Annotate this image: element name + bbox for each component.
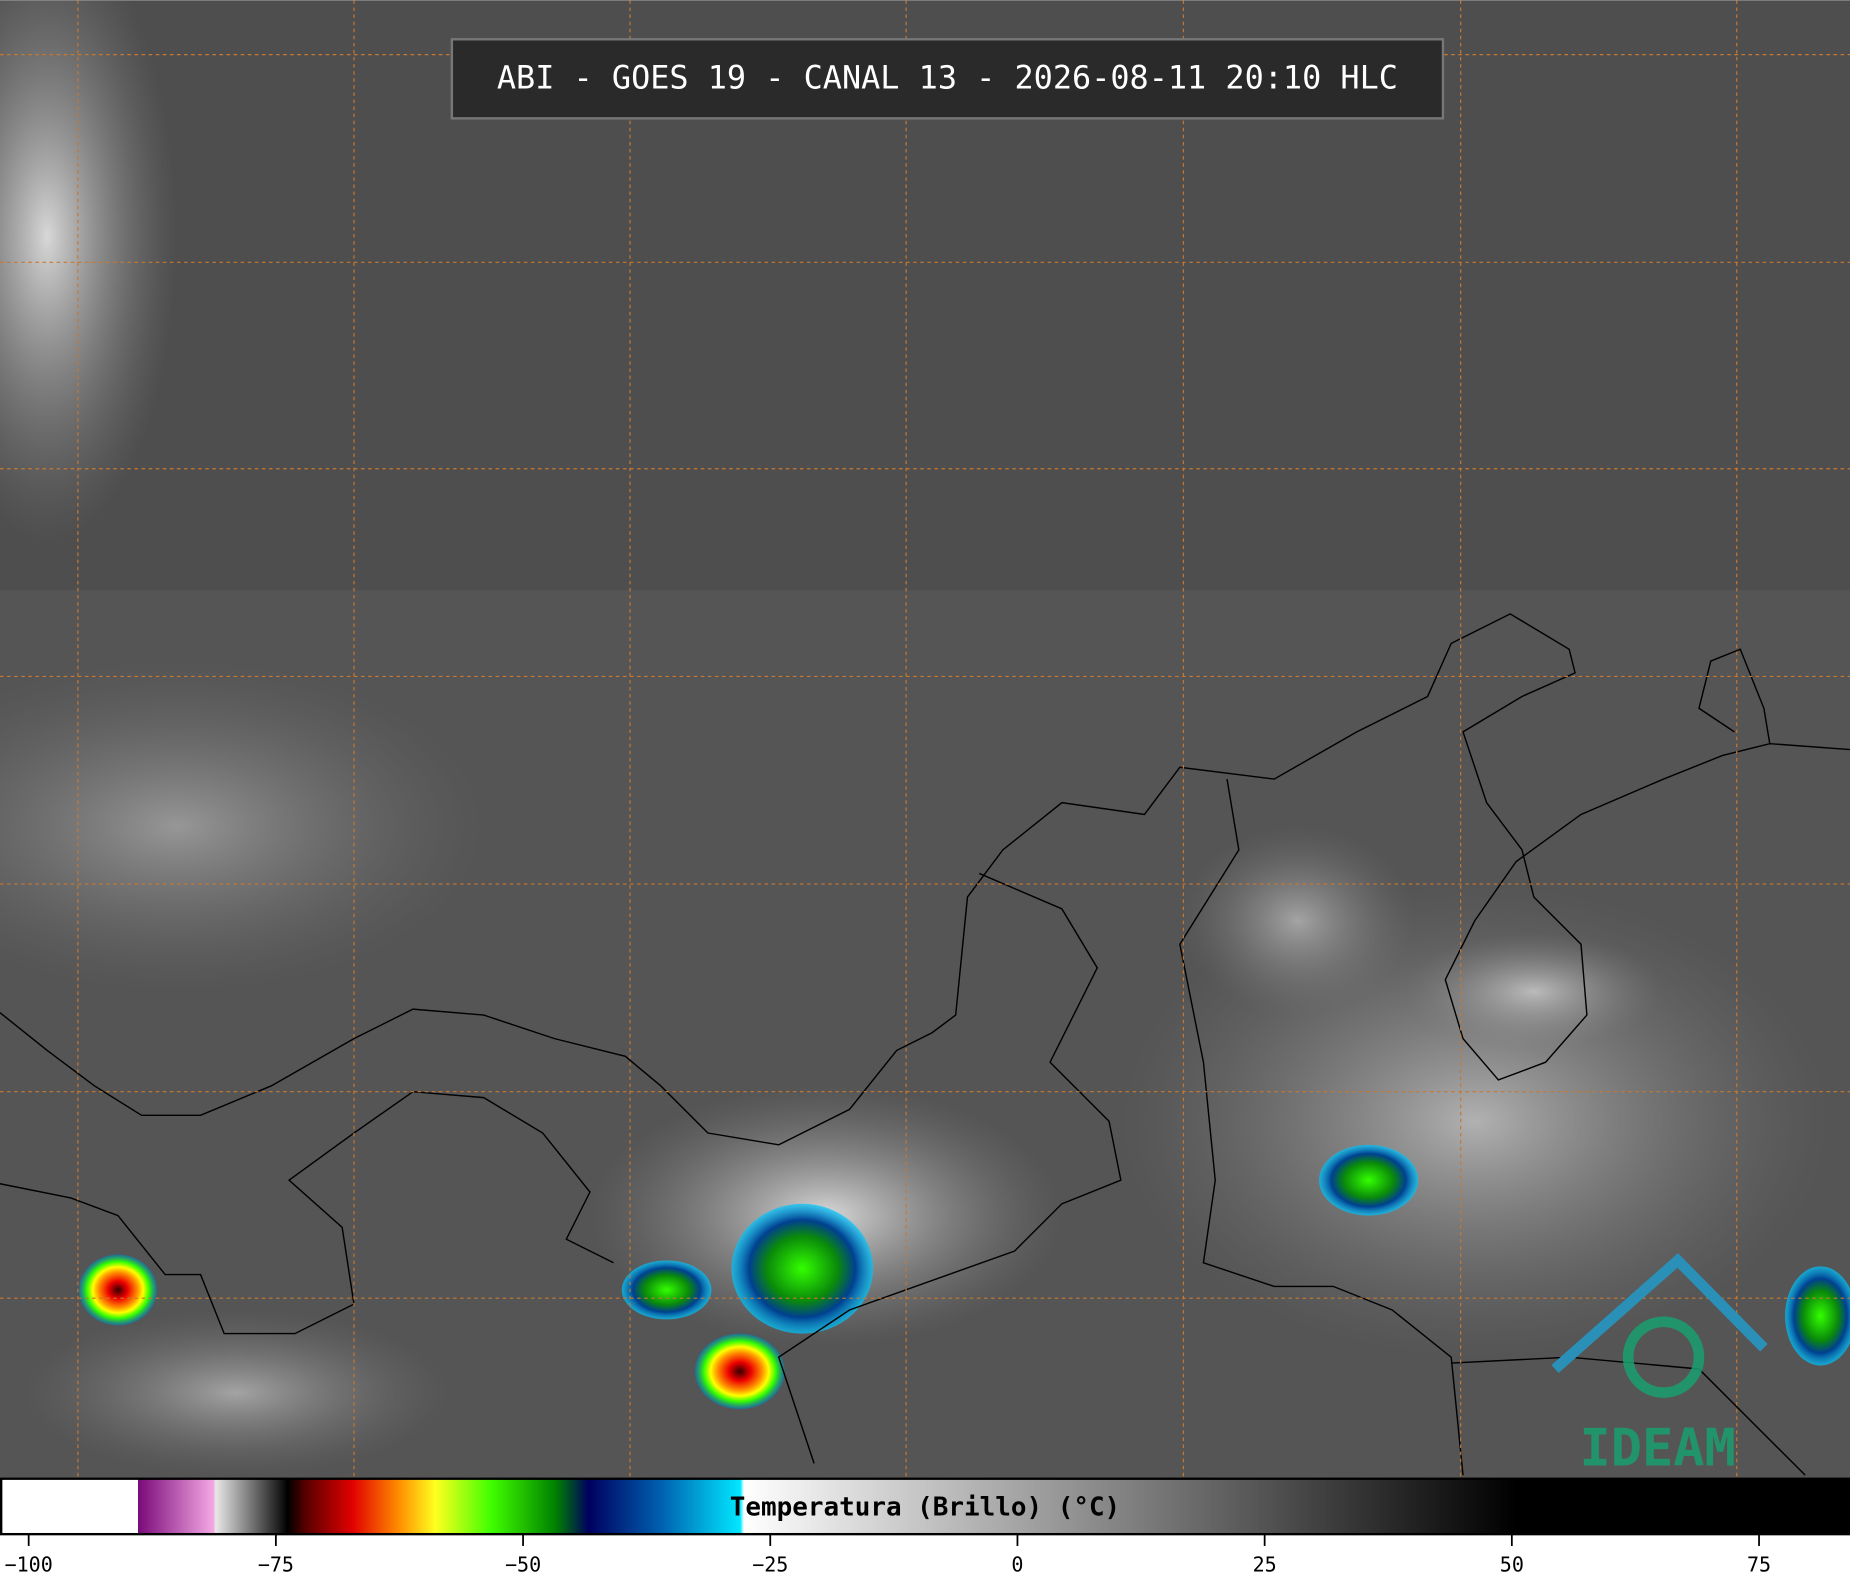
tick-label: −50 (505, 1553, 541, 1577)
logo-roof (1551, 1253, 1768, 1373)
border (1179, 778, 1464, 1476)
colorbar (0, 1477, 1850, 1536)
colorbar-ticks: −100 −75 −50 −25 0 25 50 75 (5, 1534, 1771, 1577)
storm (1319, 1144, 1419, 1216)
storm (731, 1203, 874, 1334)
cloud (0, 0, 177, 543)
storm (694, 1333, 785, 1410)
storm (79, 1254, 157, 1326)
tick-label: 50 (1500, 1553, 1524, 1577)
storm (1785, 1266, 1850, 1366)
title-box (450, 38, 1445, 120)
logo-text: IDEAM (1580, 1419, 1736, 1479)
storm (621, 1260, 712, 1320)
tick-label: 0 (1011, 1553, 1023, 1577)
tick-label: 75 (1747, 1553, 1771, 1577)
border (1451, 1356, 1806, 1476)
cloud (0, 661, 484, 992)
logo-swirl (1622, 1316, 1705, 1398)
cloud (1179, 826, 1416, 1016)
tick-label: −75 (258, 1553, 294, 1577)
tick-label: −100 (5, 1553, 53, 1577)
tick-label: −25 (752, 1553, 788, 1577)
colorbar-label: Temperatura (Brillo) (°C) (730, 1493, 1120, 1523)
satellite-map: IDEAM ABI - GOES 19 - CANAL 13 - 2026-08… (0, 0, 1850, 1479)
graticule (0, 0, 1850, 1478)
tick-label: 25 (1253, 1553, 1277, 1577)
border (777, 872, 1122, 1464)
cloud (23, 1309, 449, 1476)
coastline (0, 1090, 614, 1335)
title: ABI - GOES 19 - CANAL 13 - 2026-08-11 20… (497, 58, 1398, 96)
cloud (1404, 932, 1664, 1051)
coastline (1698, 648, 1771, 744)
logo: IDEAM (1551, 1253, 1768, 1479)
